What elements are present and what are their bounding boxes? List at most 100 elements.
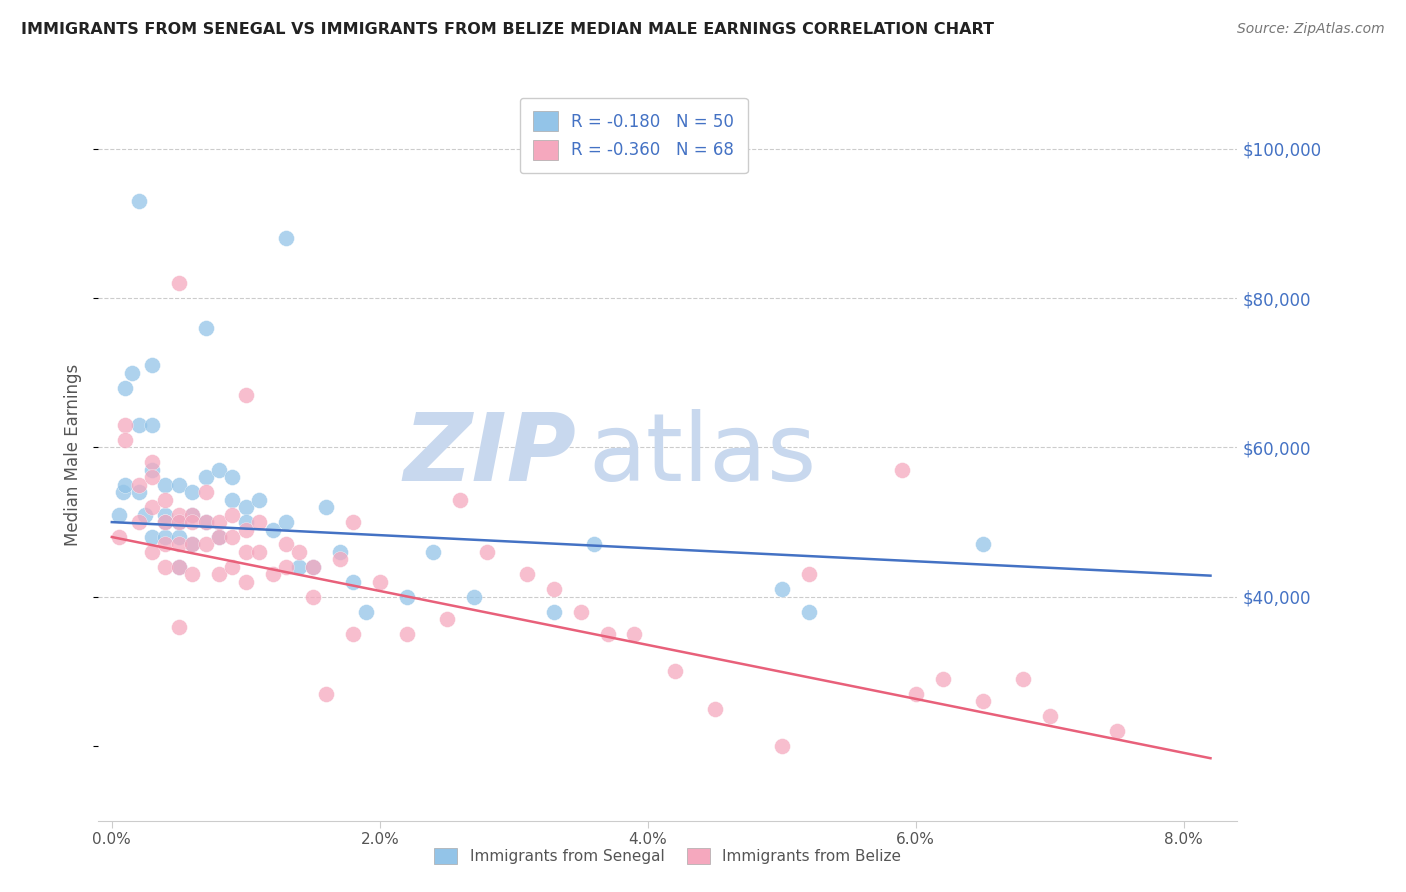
Point xyxy=(128,477,150,491)
Point xyxy=(274,515,297,529)
Point xyxy=(194,485,217,500)
Point xyxy=(155,492,177,507)
Point xyxy=(167,619,190,633)
Point xyxy=(181,485,204,500)
Legend: Immigrants from Senegal, Immigrants from Belize: Immigrants from Senegal, Immigrants from… xyxy=(427,840,908,871)
Point xyxy=(1105,724,1128,739)
Point xyxy=(543,605,565,619)
Point xyxy=(194,537,217,551)
Point xyxy=(315,687,337,701)
Point xyxy=(167,515,190,529)
Point xyxy=(395,627,418,641)
Point xyxy=(221,470,243,484)
Point xyxy=(1012,672,1035,686)
Point xyxy=(436,612,458,626)
Point xyxy=(543,582,565,597)
Point xyxy=(329,552,352,566)
Point xyxy=(262,523,284,537)
Point xyxy=(235,388,257,402)
Point xyxy=(167,560,190,574)
Point xyxy=(208,463,231,477)
Point xyxy=(194,470,217,484)
Point xyxy=(891,463,914,477)
Point xyxy=(449,492,471,507)
Y-axis label: Median Male Earnings: Median Male Earnings xyxy=(65,364,83,546)
Point xyxy=(475,545,498,559)
Point xyxy=(221,560,243,574)
Point xyxy=(596,627,619,641)
Point xyxy=(342,627,364,641)
Point xyxy=(107,508,129,522)
Point xyxy=(155,530,177,544)
Point xyxy=(194,515,217,529)
Point xyxy=(111,485,134,500)
Point xyxy=(167,277,190,291)
Point xyxy=(141,545,163,559)
Point xyxy=(247,515,270,529)
Point xyxy=(274,537,297,551)
Point xyxy=(516,567,538,582)
Point xyxy=(155,508,177,522)
Point xyxy=(155,537,177,551)
Point xyxy=(141,455,163,469)
Point xyxy=(167,560,190,574)
Point xyxy=(107,530,129,544)
Point xyxy=(208,530,231,544)
Point xyxy=(208,515,231,529)
Point xyxy=(797,605,820,619)
Point xyxy=(329,545,352,559)
Point xyxy=(247,545,270,559)
Point xyxy=(797,567,820,582)
Point xyxy=(114,418,136,433)
Point xyxy=(208,530,231,544)
Point xyxy=(181,567,204,582)
Point xyxy=(972,694,994,708)
Point xyxy=(235,515,257,529)
Point xyxy=(703,701,725,715)
Point xyxy=(247,492,270,507)
Point xyxy=(583,537,606,551)
Point xyxy=(288,560,311,574)
Point xyxy=(181,537,204,551)
Point xyxy=(141,418,163,433)
Point xyxy=(194,515,217,529)
Point xyxy=(141,359,163,373)
Point xyxy=(194,321,217,335)
Point xyxy=(128,515,150,529)
Point xyxy=(274,560,297,574)
Point xyxy=(301,560,323,574)
Point xyxy=(221,508,243,522)
Point xyxy=(315,500,337,515)
Point xyxy=(770,582,793,597)
Point xyxy=(770,739,793,753)
Point xyxy=(368,574,391,589)
Point xyxy=(121,366,143,380)
Point xyxy=(422,545,444,559)
Point xyxy=(141,530,163,544)
Point xyxy=(155,560,177,574)
Point xyxy=(141,463,163,477)
Point xyxy=(181,508,204,522)
Point xyxy=(155,515,177,529)
Point xyxy=(569,605,592,619)
Text: atlas: atlas xyxy=(588,409,817,501)
Text: ZIP: ZIP xyxy=(404,409,576,501)
Point xyxy=(395,590,418,604)
Point xyxy=(181,537,204,551)
Text: Source: ZipAtlas.com: Source: ZipAtlas.com xyxy=(1237,22,1385,37)
Point xyxy=(141,470,163,484)
Point xyxy=(167,530,190,544)
Point xyxy=(235,574,257,589)
Point xyxy=(235,500,257,515)
Point xyxy=(463,590,485,604)
Point xyxy=(342,515,364,529)
Point xyxy=(155,477,177,491)
Point xyxy=(114,381,136,395)
Point xyxy=(141,500,163,515)
Point xyxy=(221,492,243,507)
Point xyxy=(155,515,177,529)
Point xyxy=(128,194,150,209)
Point xyxy=(235,523,257,537)
Point xyxy=(128,485,150,500)
Point xyxy=(114,477,136,491)
